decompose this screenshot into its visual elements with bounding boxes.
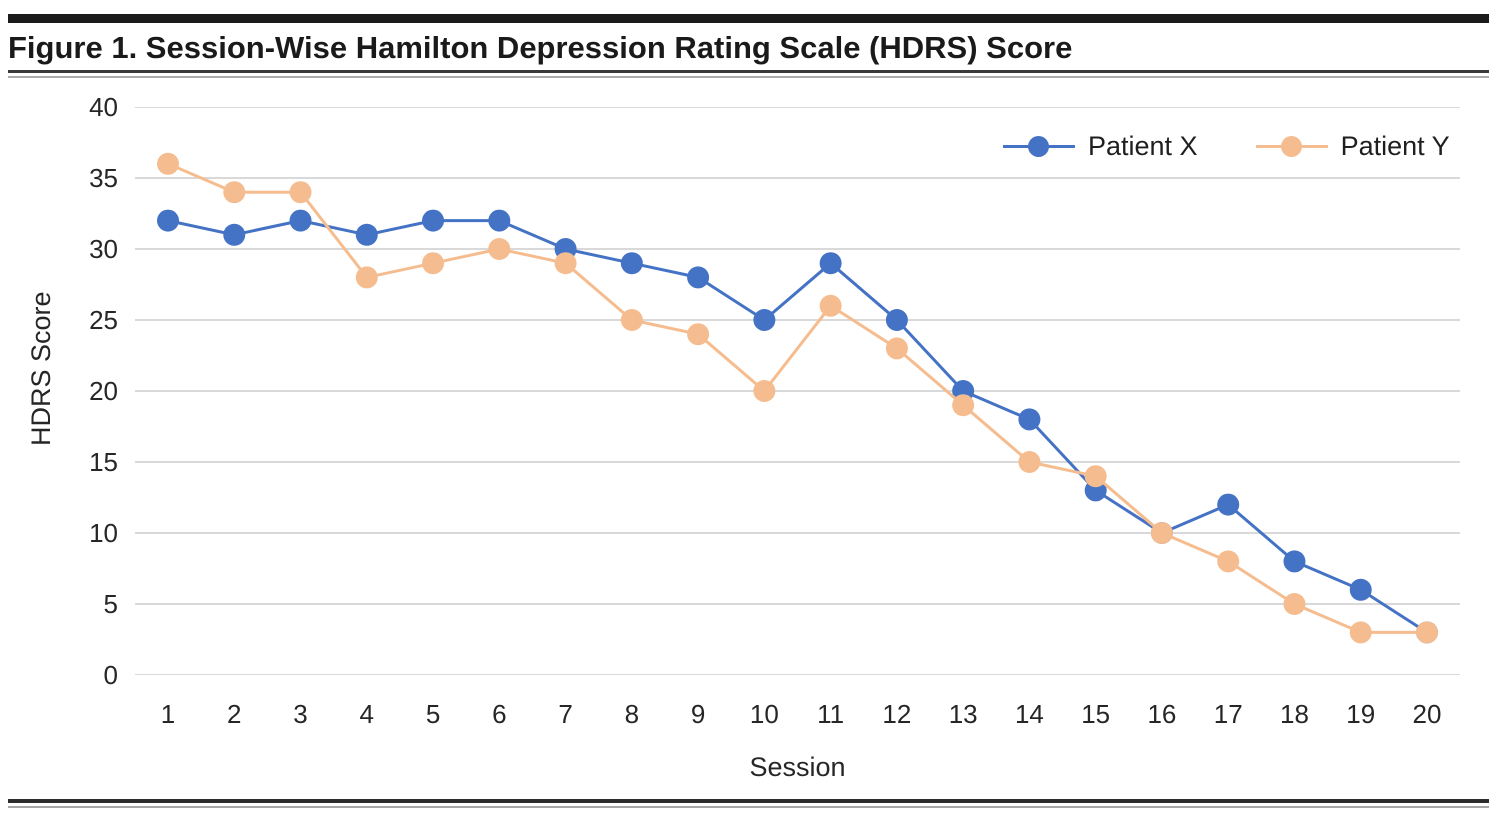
figure-title: Figure 1. Session-Wise Hamilton Depressi… [8,30,1073,65]
data-point-patient-y-session-17 [1217,550,1240,573]
data-point-patient-y-session-16 [1150,522,1173,544]
data-point-patient-y-session-14 [1018,451,1041,473]
data-point-patient-x-session-6 [488,209,511,232]
x-tick-label-18: 18 [1280,699,1309,729]
data-point-patient-x-session-5 [422,209,445,232]
data-point-patient-x-session-18 [1283,550,1306,573]
data-point-patient-y-session-13 [952,394,975,417]
x-tick-label-11: 11 [817,699,845,729]
data-point-patient-y-session-1 [157,152,179,175]
x-tick-label-1: 1 [160,699,176,729]
data-point-patient-y-session-4 [355,266,378,289]
legend-item-patient-x: Patient X [1003,131,1198,162]
data-point-patient-x-session-11 [819,252,842,275]
data-point-patient-y-session-19 [1349,621,1372,644]
x-tick-label-3: 3 [293,699,308,729]
legend-marker-icon [1255,135,1328,158]
data-point-patient-y-session-3 [289,181,312,204]
data-point-patient-y-session-10 [753,380,776,402]
chart-legend: Patient X Patient Y [1003,131,1450,162]
data-point-patient-y-session-12 [885,337,908,360]
y-tick-label-20: 20 [89,376,118,406]
title-rule-dark [8,70,1489,73]
data-point-patient-y-session-8 [620,309,643,331]
legend-item-patient-y: Patient Y [1255,131,1450,162]
x-axis-title: Session [749,752,846,782]
x-tick-label-9: 9 [690,699,706,729]
x-tick-label-7: 7 [558,699,573,729]
bottom-rule-dark [8,799,1489,803]
x-tick-label-15: 15 [1081,699,1111,729]
series-line-patient-y [167,162,1427,634]
plot-area [135,107,1460,675]
series-line-patient-x [167,219,1428,634]
y-tick-label-40: 40 [89,92,118,122]
y-tick-label-25: 25 [89,305,118,335]
x-tick-label-4: 4 [359,699,375,729]
data-point-patient-x-session-2 [223,223,246,246]
data-point-patient-x-session-17 [1217,493,1240,516]
data-point-patient-x-session-19 [1349,578,1372,601]
legend-label-patient-x: Patient X [1088,131,1198,161]
y-tick-label-0: 0 [103,660,118,690]
x-tick-label-13: 13 [948,699,978,729]
data-point-patient-y-session-9 [687,323,710,346]
y-tick-label-35: 35 [89,163,118,193]
figure-top-bar [8,14,1489,23]
data-point-patient-y-session-6 [488,238,511,260]
x-tick-label-14: 14 [1014,699,1044,729]
data-point-patient-y-session-2 [223,181,246,204]
data-point-patient-y-session-15 [1084,465,1107,488]
x-tick-label-19: 19 [1346,699,1376,729]
x-tick-label-10: 10 [749,699,779,729]
legend-marker-icon [1003,135,1075,158]
data-point-patient-x-session-14 [1018,408,1041,431]
x-tick-label-5: 5 [425,699,441,729]
x-tick-label-16: 16 [1147,699,1177,729]
legend-label-patient-y: Patient Y [1340,131,1450,161]
x-tick-label-17: 17 [1213,699,1243,729]
x-tick-label-2: 2 [227,699,242,729]
x-tick-label-20: 20 [1412,699,1442,729]
data-point-patient-x-session-10 [753,309,776,331]
data-point-patient-x-session-3 [289,209,312,232]
x-tick-label-12: 12 [882,699,912,729]
x-tick-label-6: 6 [492,699,507,729]
y-tick-label-10: 10 [89,518,118,548]
data-point-patient-x-session-1 [157,209,179,232]
y-tick-label-5: 5 [103,589,118,619]
data-point-patient-x-session-8 [620,252,643,275]
data-point-patient-x-session-9 [687,266,710,289]
bottom-rule-light [8,806,1489,808]
data-point-patient-x-session-4 [355,223,378,246]
data-point-patient-y-session-7 [554,252,577,275]
title-rule-light [8,76,1489,78]
y-tick-label-15: 15 [89,447,118,477]
data-point-patient-y-session-11 [819,294,842,317]
data-point-patient-y-session-18 [1283,593,1306,615]
data-point-patient-x-session-12 [885,309,908,331]
x-tick-label-8: 8 [624,699,640,729]
data-point-patient-y-session-5 [422,252,445,275]
y-tick-label-30: 30 [89,234,118,264]
data-point-patient-y-session-20 [1416,621,1438,644]
